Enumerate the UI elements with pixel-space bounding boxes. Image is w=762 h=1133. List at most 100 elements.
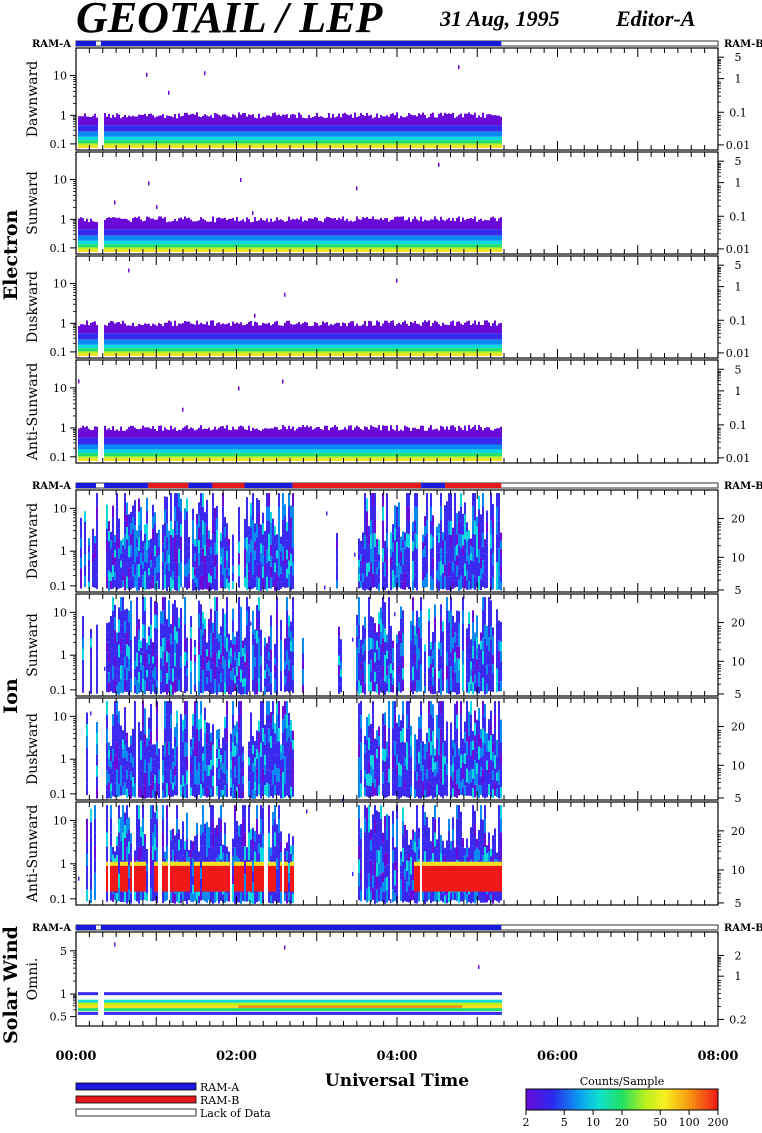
spectrogram-cell <box>346 244 348 247</box>
spectrogram-cell <box>246 354 248 356</box>
spectrogram-cell <box>468 244 470 247</box>
spectrogram-cell <box>266 345 268 349</box>
spectrogram-cell <box>142 241 144 245</box>
spectrogram-cell <box>158 348 160 351</box>
spectrogram-cell <box>122 229 124 236</box>
spectrogram-cell <box>448 236 450 241</box>
spectrogram-cell <box>154 250 156 252</box>
spectrogram-cell <box>170 236 172 241</box>
spectrogram-cell <box>342 132 344 137</box>
spectrogram-cell <box>202 340 204 345</box>
spectrogram-cell <box>84 250 86 252</box>
spectrogram-cell <box>246 217 248 229</box>
spectrogram-cell <box>488 229 490 236</box>
spectrogram-cell <box>322 241 324 245</box>
spectrogram-cell <box>256 244 258 247</box>
spectrogram-cell <box>438 250 440 252</box>
spectrogram-cell <box>264 247 266 249</box>
spectrogram-cell <box>316 125 318 132</box>
spectrogram-cell <box>266 351 268 353</box>
spectrogram-cell <box>256 221 258 229</box>
spectrogram-cell <box>346 143 348 145</box>
spectrogram-cell <box>206 351 208 353</box>
spectrogram-cell <box>138 333 140 340</box>
spectrogram-cell <box>192 324 194 333</box>
spectrogram-cell <box>104 333 106 340</box>
spectrogram-cell <box>486 125 488 132</box>
spectrogram-cell <box>292 143 294 145</box>
spectrogram-cell <box>212 250 214 252</box>
spectrogram-cell <box>272 333 274 340</box>
spectrogram-cell <box>96 438 98 445</box>
spectrogram-cell <box>360 220 362 230</box>
spectrogram-cell <box>382 333 384 340</box>
spectrogram-cell <box>284 340 286 345</box>
spectrogram-cell <box>164 146 166 148</box>
spectrogram-cell <box>114 241 116 245</box>
spectrogram-cell <box>378 140 380 143</box>
spectrogram-cell <box>442 125 444 132</box>
spectrogram-cell <box>178 345 180 349</box>
spectrogram-cell <box>228 236 230 241</box>
spectrogram-cell <box>370 321 372 333</box>
spectrogram-cell <box>232 348 234 351</box>
spectrogram-cell <box>408 236 410 241</box>
spectrogram-cell <box>220 241 222 245</box>
spectrogram-cell <box>178 247 180 249</box>
spectrogram-cell <box>444 348 446 351</box>
spectrogram-cell <box>216 247 218 249</box>
spectrogram-cell <box>256 322 258 333</box>
spectrogram-cell <box>426 220 428 229</box>
spectrogram-cell <box>436 348 438 351</box>
spectrogram-cell <box>446 244 448 247</box>
spectrogram-cell <box>94 449 96 453</box>
spectrogram-cell <box>336 247 338 249</box>
spectrogram-cell <box>256 250 258 252</box>
spectrogram-cell <box>496 345 498 349</box>
spectrogram-cell <box>474 244 476 247</box>
spectrogram-cell <box>282 354 284 356</box>
spectrogram-cell <box>458 250 460 252</box>
spectrogram-cell <box>132 236 134 241</box>
spectrogram-cell <box>154 333 156 340</box>
spectrogram-cell <box>368 137 370 141</box>
spectrogram-cell <box>452 241 454 245</box>
spectrogram-cell <box>106 117 108 125</box>
spectrogram-cell <box>310 143 312 145</box>
spectrogram-cell <box>144 132 146 137</box>
spectrogram-cell <box>500 143 502 145</box>
spectrogram-cell <box>350 321 352 333</box>
spectrogram-cell <box>122 244 124 247</box>
spectrogram-cell <box>278 140 280 143</box>
spectrogram-cell <box>138 250 140 252</box>
spectrogram-cell <box>252 114 254 125</box>
spectrogram-cell <box>470 345 472 349</box>
spectrogram-cell <box>116 132 118 137</box>
spectrogram-cell <box>114 125 116 132</box>
spectrogram-cell <box>318 348 320 351</box>
spectrogram-cell <box>254 118 256 125</box>
spectrogram-cell <box>118 218 120 230</box>
spectrogram-cell <box>228 345 230 349</box>
spectrogram-cell <box>264 146 266 148</box>
spectrogram-cell <box>144 250 146 252</box>
spectrogram-cell <box>476 125 478 132</box>
spectrogram-cell <box>362 324 364 333</box>
spectrogram-cell <box>156 326 158 333</box>
spectrogram-cell <box>300 340 302 345</box>
spectrogram-cell <box>432 220 434 230</box>
spectrogram-cell <box>376 125 378 132</box>
spectrogram-cell <box>328 348 330 351</box>
spectrogram-cell <box>188 247 190 249</box>
spectrogram-cell <box>114 117 116 125</box>
spectrogram-cell <box>148 114 150 125</box>
spectrogram-cell <box>420 354 422 356</box>
spectrogram-cell <box>204 125 206 132</box>
spectrogram-cell <box>296 132 298 137</box>
spectrogram-cell <box>212 146 214 148</box>
spectrogram-cell <box>454 118 456 125</box>
spectrogram-cell <box>484 354 486 356</box>
spectrogram-cell <box>416 340 418 345</box>
spectrogram-cell <box>178 140 180 143</box>
